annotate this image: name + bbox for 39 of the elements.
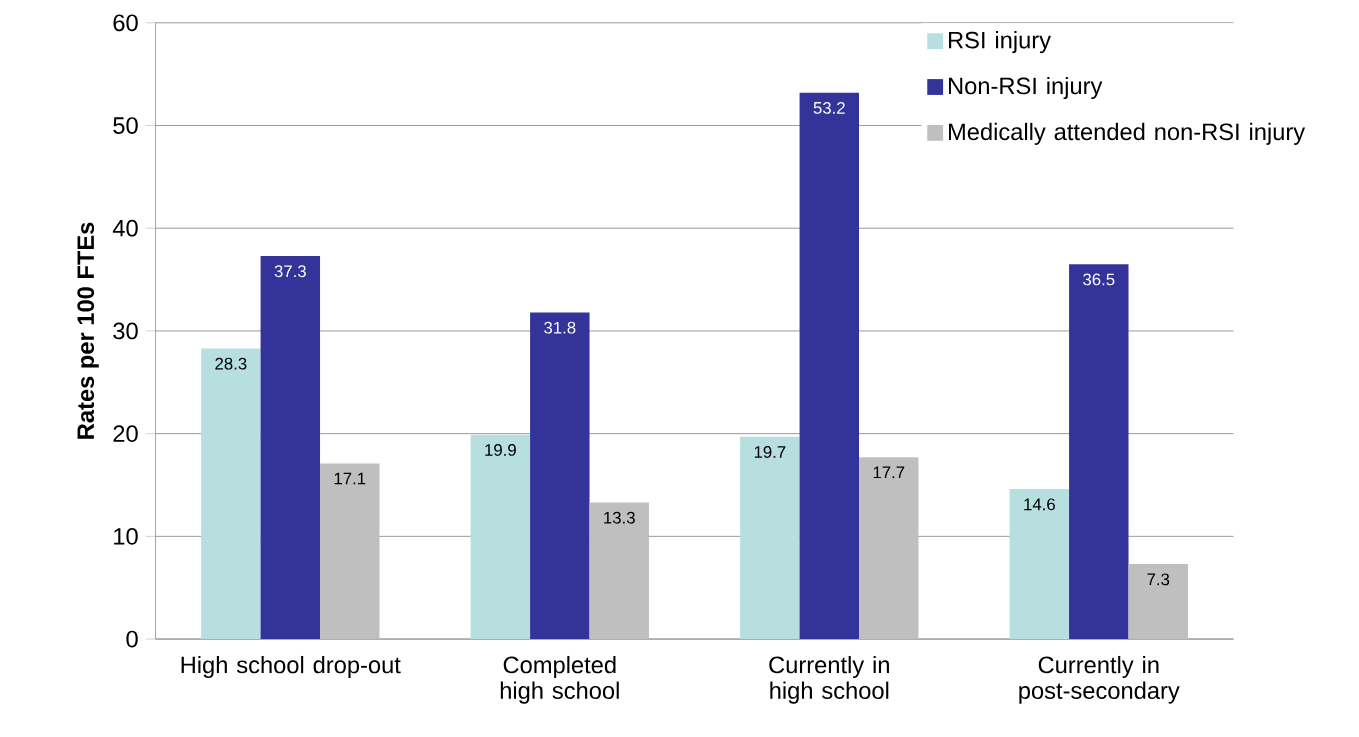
bar (320, 463, 380, 639)
legend-label: RSI injury (949, 31, 1051, 54)
legend-label: Medically attended non-RSI injury (949, 122, 1306, 145)
data-label: 7.3 (1147, 573, 1170, 586)
data-label: 13.3 (604, 511, 635, 524)
bar (740, 436, 800, 639)
legend-label: Non-RSI injury (949, 76, 1103, 99)
data-label: 37.3 (274, 265, 306, 278)
bar (1069, 264, 1129, 639)
bar (589, 502, 649, 639)
y-axis-title: Rates per 100 FTEs (77, 222, 99, 439)
x-tick-label: Currently in post-secondary (1019, 655, 1180, 704)
x-tick-label: Currently in high school (769, 655, 889, 704)
y-tick-label: 40 (112, 219, 138, 237)
bar (1009, 489, 1070, 639)
bar (260, 255, 321, 639)
data-label: 14.6 (1024, 498, 1055, 511)
data-label: 17.7 (873, 466, 905, 479)
y-tick-label: 20 (113, 425, 138, 442)
y-tick-label: 60 (113, 14, 138, 32)
bar (859, 457, 919, 639)
data-label: 19.9 (485, 443, 516, 456)
data-label: 19.7 (754, 445, 786, 458)
data-label: 28.3 (215, 357, 247, 370)
data-label: 36.5 (1083, 273, 1115, 286)
data-label: 53.2 (813, 101, 845, 114)
y-tick-label: 30 (113, 322, 138, 340)
bar (799, 92, 860, 639)
data-label: 17.1 (334, 472, 366, 485)
x-tick-label: High school drop-out (181, 655, 401, 678)
y-tick-label: 50 (113, 117, 138, 134)
bar (201, 348, 261, 639)
bar (470, 434, 531, 639)
bar (1128, 564, 1188, 639)
x-tick-label: Completed high school (500, 655, 619, 704)
y-tick-label: 0 (126, 630, 138, 648)
y-tick-label: 10 (114, 527, 138, 545)
data-label: 31.8 (544, 321, 576, 334)
bar (530, 312, 590, 639)
